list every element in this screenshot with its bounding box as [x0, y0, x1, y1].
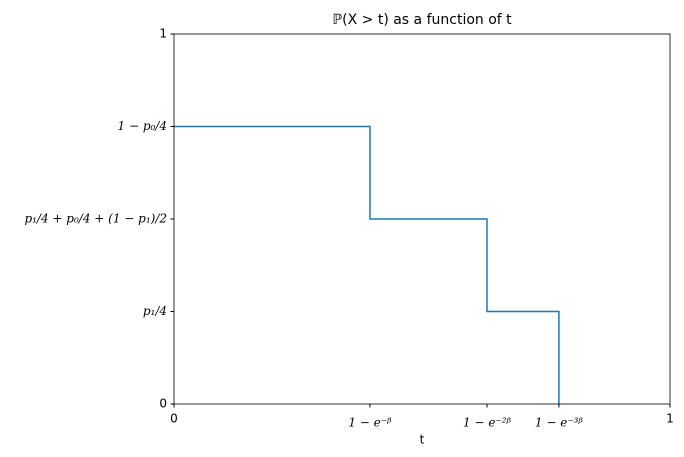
- line-series: [174, 125, 560, 404]
- y-tick-label: 1 − p₀/4: [118, 119, 168, 133]
- y-tick-label: p₁/4 + p₀/4 + (1 − p₁)/2: [24, 212, 167, 226]
- y-tick-label: p₁/4: [143, 304, 167, 318]
- x-tick-label: 0: [170, 412, 178, 426]
- x-tick-label: 1 − e⁻²ᵝ: [463, 416, 512, 430]
- x-tick-label: 1 − e⁻³ᵝ: [535, 416, 584, 430]
- axes-frame: [173, 33, 671, 405]
- y-tick-label: 1: [159, 27, 167, 41]
- x-tick-label: 1 − e⁻ᵝ: [348, 416, 392, 430]
- chart-title: ℙ(X > t) as a function of t: [332, 12, 512, 28]
- x-axis-label: t: [420, 433, 425, 447]
- y-tick-label: 0: [159, 397, 167, 411]
- x-tick-label: 1: [666, 412, 674, 426]
